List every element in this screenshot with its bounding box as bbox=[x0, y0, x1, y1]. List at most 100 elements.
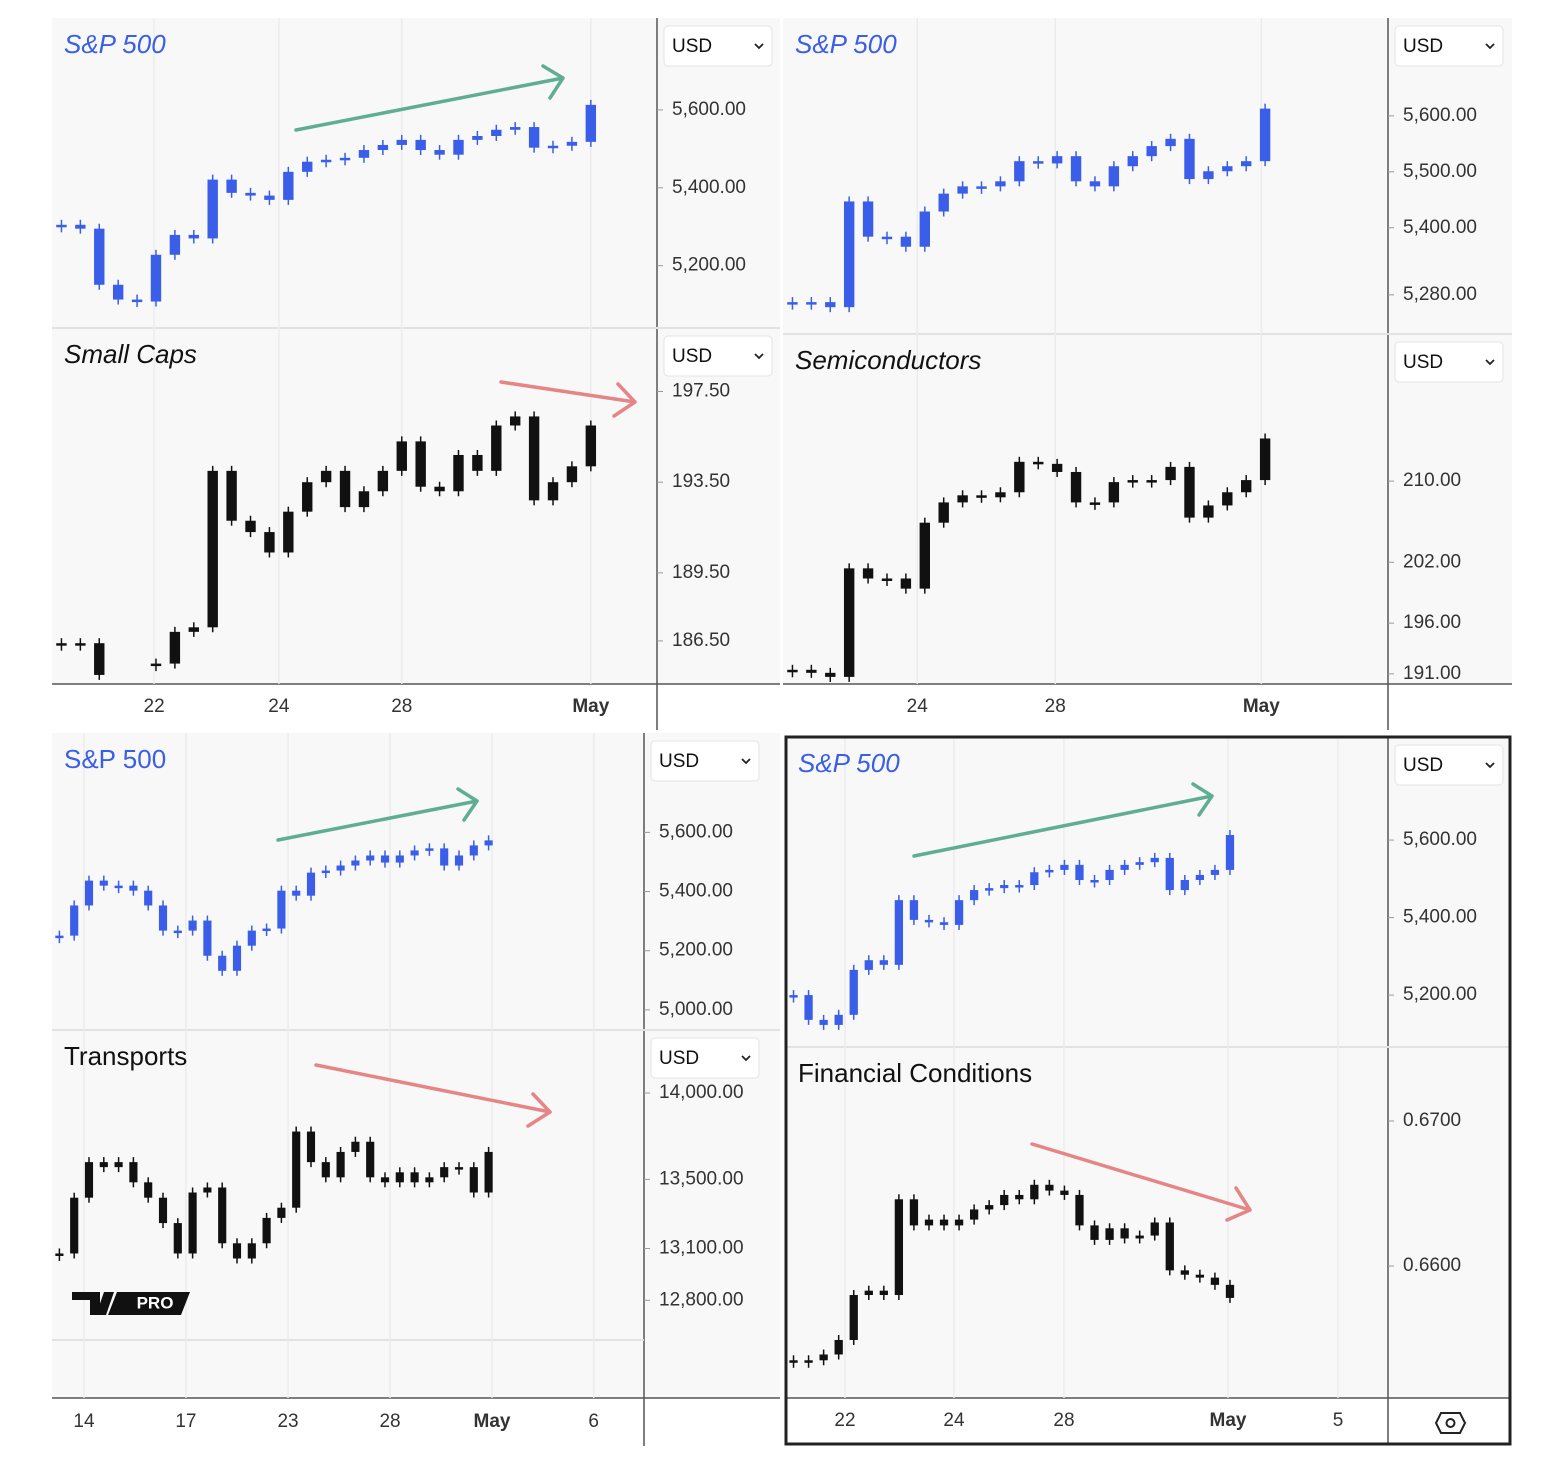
y-tick-label: 5,200.00 bbox=[1403, 984, 1477, 1005]
annotations bbox=[276, 64, 1252, 1222]
x-tick-label: 5 bbox=[1333, 1410, 1344, 1431]
candle-body bbox=[415, 139, 426, 151]
y-tick-label: 5,600.00 bbox=[1403, 105, 1477, 126]
currency-dropdown[interactable] bbox=[650, 1037, 760, 1079]
candle-body bbox=[1033, 161, 1044, 164]
candle-body bbox=[1051, 463, 1063, 472]
x-tick-label: 22 bbox=[144, 696, 165, 717]
candle-body bbox=[849, 969, 858, 1015]
dropdown-chevron bbox=[1485, 43, 1495, 50]
candle-body bbox=[1089, 181, 1101, 187]
currency-label: USD bbox=[672, 346, 712, 367]
candle-body bbox=[75, 643, 86, 646]
candle-body bbox=[158, 1197, 168, 1224]
candle-body bbox=[954, 900, 964, 925]
candle-body bbox=[1045, 1184, 1054, 1191]
candle-body bbox=[425, 848, 434, 851]
candle-body bbox=[1015, 1194, 1024, 1200]
candle-body bbox=[1203, 171, 1214, 180]
candle-body bbox=[366, 855, 375, 861]
candle-body bbox=[339, 470, 351, 508]
currency-dropdown[interactable] bbox=[663, 25, 773, 67]
candle-body bbox=[900, 578, 912, 589]
candle-body bbox=[144, 1182, 153, 1198]
pane: 5,600.00 5,400.00 5,200.00 5,000.00 bbox=[55, 821, 733, 1020]
candle-body bbox=[440, 1167, 449, 1178]
candle-body bbox=[339, 157, 351, 161]
candle-body bbox=[1014, 161, 1025, 182]
candle-body bbox=[954, 1219, 964, 1226]
candle-body bbox=[1060, 1190, 1069, 1195]
time-axis-background bbox=[786, 1398, 1510, 1444]
candle-body bbox=[864, 960, 873, 970]
pane: 197.50 193.50 189.50 186.50 bbox=[56, 381, 730, 680]
candle-body bbox=[94, 643, 105, 675]
candle-body bbox=[528, 127, 540, 148]
candle-body bbox=[1089, 502, 1101, 505]
y-tick-label: 14,000.00 bbox=[659, 1082, 744, 1103]
candle-body bbox=[1070, 156, 1082, 182]
candle-body bbox=[292, 1131, 301, 1208]
dropdown-chevron bbox=[754, 43, 764, 50]
candle-body bbox=[247, 1243, 256, 1259]
y-tick-label: 5,400.00 bbox=[1403, 907, 1477, 928]
candle-body bbox=[1225, 835, 1235, 870]
candle-body bbox=[1184, 466, 1195, 518]
candle-body bbox=[510, 127, 521, 130]
candle-body bbox=[99, 880, 108, 886]
candle-body bbox=[264, 532, 275, 553]
candle-body bbox=[84, 1162, 94, 1198]
candle-body bbox=[306, 872, 316, 896]
y-tick-label: 0.6600 bbox=[1403, 1255, 1461, 1276]
currency-dropdown[interactable] bbox=[1394, 341, 1504, 383]
candle-body bbox=[1030, 1184, 1039, 1200]
candle-body bbox=[585, 104, 597, 142]
candle-body bbox=[1184, 138, 1195, 180]
candle-body bbox=[207, 470, 218, 628]
trend-arrow bbox=[499, 380, 637, 418]
candle-body bbox=[804, 995, 813, 1020]
currency-dropdown[interactable] bbox=[663, 335, 773, 377]
candle-body bbox=[262, 928, 271, 932]
candle-body bbox=[825, 302, 836, 308]
pane-title: S&P 500 bbox=[798, 748, 900, 778]
currency-label: USD bbox=[659, 1048, 699, 1069]
candle-body bbox=[834, 1339, 843, 1355]
candle-body bbox=[245, 520, 256, 533]
candle-body bbox=[169, 631, 181, 664]
currency-dropdown[interactable] bbox=[1394, 744, 1504, 786]
time-axis-background bbox=[783, 684, 1512, 730]
candle-body bbox=[985, 1205, 994, 1210]
candle-body bbox=[75, 224, 86, 229]
x-tick-label: 17 bbox=[175, 1411, 196, 1432]
candle-body bbox=[320, 470, 332, 483]
candle-body bbox=[789, 1360, 798, 1363]
candle-body bbox=[292, 890, 301, 896]
candle-body bbox=[881, 236, 893, 240]
candle-body bbox=[1070, 471, 1082, 503]
settings-icon[interactable] bbox=[1434, 1412, 1467, 1434]
currency-dropdown[interactable] bbox=[1394, 25, 1504, 67]
candle-body bbox=[114, 1162, 123, 1168]
pane: 14,000.00 13,500.00 13,100.00 12,800.00 bbox=[55, 1082, 744, 1310]
candle-body bbox=[203, 1187, 212, 1193]
candle-body bbox=[1210, 1277, 1220, 1285]
y-tick-label: 5,000.00 bbox=[659, 999, 733, 1020]
candle-body bbox=[70, 1197, 79, 1254]
candle-body bbox=[939, 1219, 949, 1226]
panel-background bbox=[786, 737, 1510, 1398]
candle-body bbox=[1075, 1194, 1084, 1226]
candle-body bbox=[843, 568, 855, 677]
candle-body bbox=[380, 855, 390, 863]
candle-body bbox=[547, 145, 559, 149]
candle-body bbox=[218, 1187, 227, 1244]
y-tick-label: 5,200.00 bbox=[659, 940, 733, 961]
dropdown-chevron bbox=[1485, 762, 1495, 769]
candle-body bbox=[924, 919, 934, 923]
candle-body bbox=[377, 144, 389, 151]
candle-body bbox=[806, 669, 817, 673]
candle-body bbox=[1075, 864, 1084, 880]
candle-body bbox=[834, 1014, 843, 1025]
currency-dropdown[interactable] bbox=[650, 740, 760, 782]
